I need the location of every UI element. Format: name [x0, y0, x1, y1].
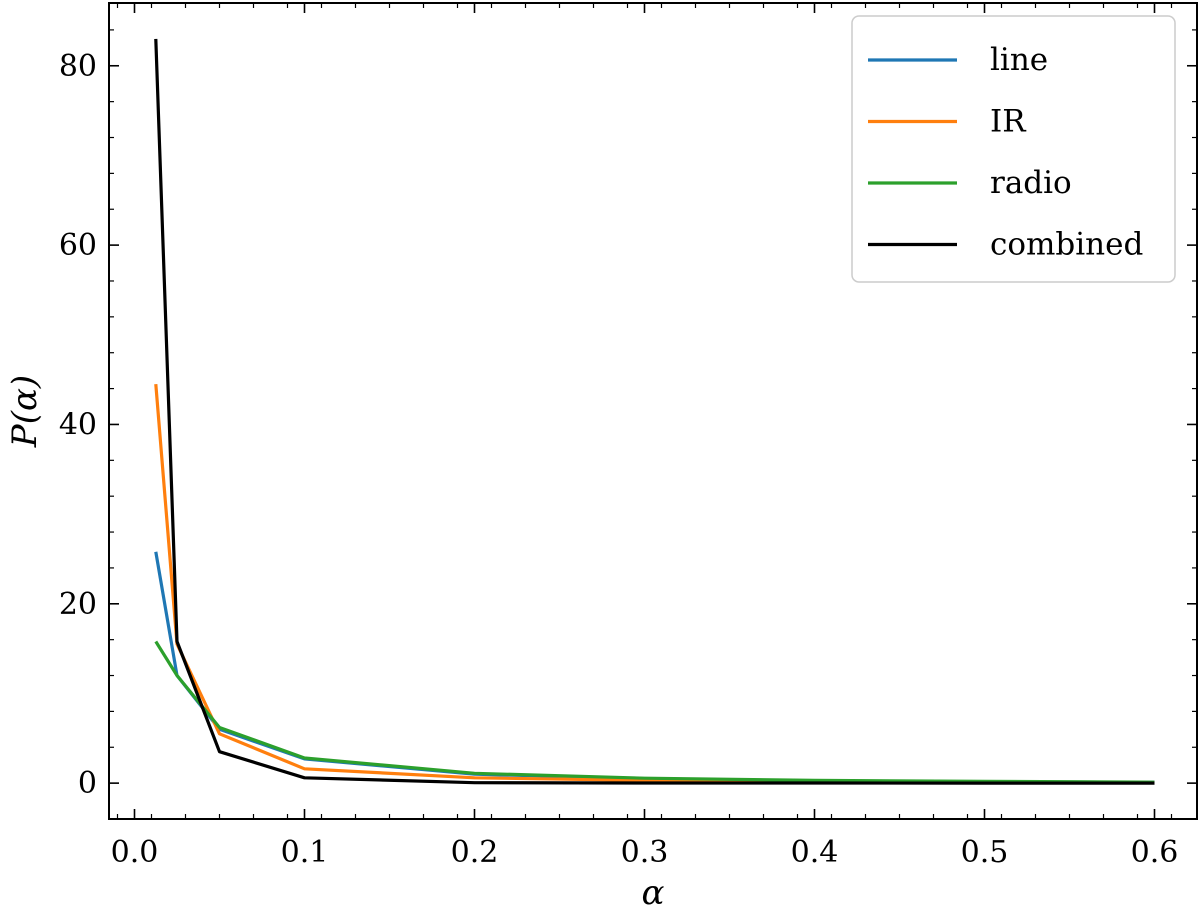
plot-frame	[108, 2, 1198, 820]
x-tick-label: 0.3	[621, 835, 669, 870]
y-tick-label: 60	[59, 228, 97, 263]
x-tick-label: 0.0	[111, 835, 159, 870]
legend: line IR radio combined	[851, 15, 1176, 283]
y-tick-label: 0	[78, 766, 97, 801]
series-line-radio	[154, 640, 1155, 784]
x-axis-label: α	[642, 873, 665, 913]
y-axis-label: P(α)	[5, 375, 45, 448]
y-tick-label: 20	[59, 587, 97, 622]
y-tick-label: 80	[59, 49, 97, 84]
x-tick-label: 0.6	[1131, 835, 1179, 870]
series-line-line	[154, 551, 1155, 784]
series-layer	[154, 38, 1155, 785]
x-tick-label: 0.4	[791, 835, 839, 870]
legend-label-radio: radio	[990, 165, 1072, 201]
legend-label-IR: IR	[990, 104, 1027, 140]
legend-label-line: line	[990, 42, 1048, 78]
series-line-IR	[154, 383, 1155, 785]
x-tick-label: 0.5	[961, 835, 1009, 870]
legend-label-combined: combined	[990, 227, 1143, 263]
x-tick-label: 0.1	[281, 835, 329, 870]
y-tick-label: 40	[59, 407, 97, 442]
x-tick-label: 0.2	[451, 835, 499, 870]
legend-box	[851, 15, 1176, 283]
series-line-combined	[154, 38, 1155, 785]
